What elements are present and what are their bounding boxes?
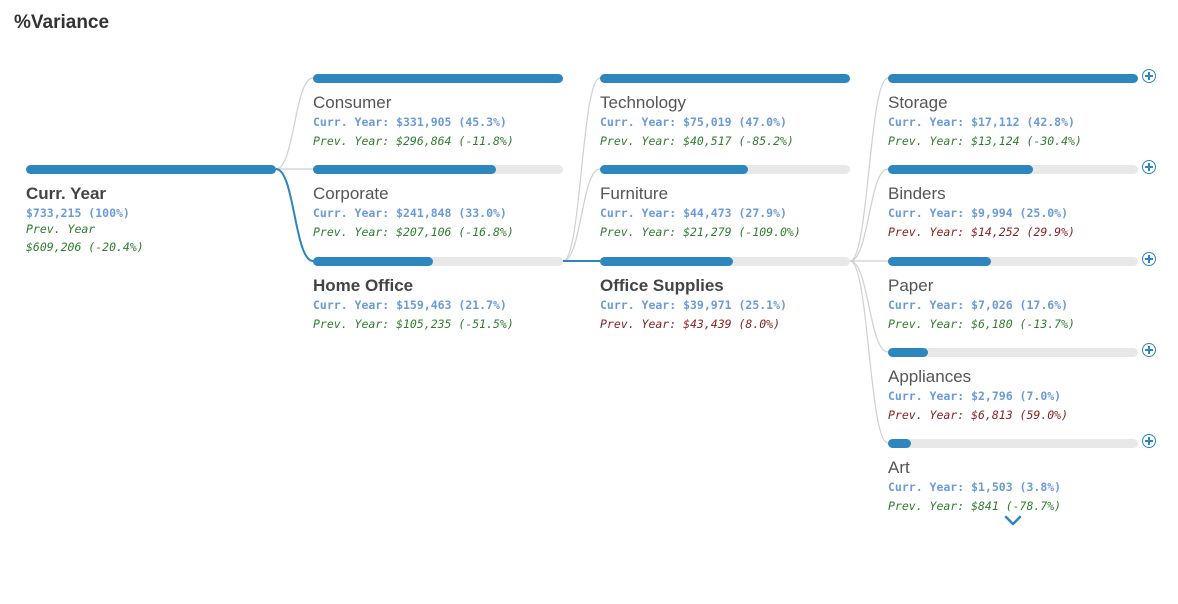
bar-track[interactable] bbox=[600, 74, 850, 83]
curr-value: Curr. Year: $2,796 (7.0%) bbox=[888, 389, 1062, 403]
tree-link bbox=[562, 168, 601, 262]
curr-value: Curr. Year: $9,994 (25.0%) bbox=[888, 206, 1069, 220]
node-subcategory-art[interactable]: Art Curr. Year: $1,503 (3.8%) Prev. Year: … bbox=[888, 434, 1156, 513]
bar-fill bbox=[600, 165, 748, 174]
bar-fill bbox=[600, 74, 850, 83]
curr-value: Curr. Year: $331,905 (45.3%) bbox=[313, 115, 507, 129]
node-subcategory-appliances[interactable]: Appliances Curr. Year: $2,796 (7.0%) Prev.… bbox=[888, 343, 1156, 422]
node-segment-consumer[interactable]: Consumer Curr. Year: $331,905 (45.3%) Prev… bbox=[313, 74, 563, 148]
node-category-furniture[interactable]: Furniture Curr. Year: $44,473 (27.9%) Prev… bbox=[600, 165, 850, 239]
node-segment-corporate[interactable]: Corporate Curr. Year: $241,848 (33.0%) Pre… bbox=[313, 165, 563, 239]
curr-value: Curr. Year: $44,473 (27.9%) bbox=[600, 206, 787, 220]
prev-value: Prev. Year: $6,813 (59.0%) bbox=[888, 408, 1069, 422]
bar-track[interactable] bbox=[888, 160, 1156, 174]
curr-value: Curr. Year: $7,026 (17.6%) bbox=[888, 298, 1069, 312]
bar-fill bbox=[313, 74, 563, 83]
bar-track[interactable] bbox=[313, 74, 563, 83]
bar-fill bbox=[888, 165, 1033, 174]
prev-value: Prev. Year: $40,517 (-85.2%) bbox=[600, 134, 794, 148]
bar-track[interactable] bbox=[313, 257, 563, 266]
bar-track[interactable] bbox=[26, 165, 276, 174]
prev-value: Prev. Year: $43,439 (8.0%) bbox=[600, 317, 781, 331]
curr-value: Curr. Year: $241,848 (33.0%) bbox=[313, 206, 507, 220]
tree-link bbox=[849, 77, 889, 262]
bar-fill bbox=[313, 257, 433, 266]
prev-value: Prev. Year: $21,279 (-109.0%) bbox=[600, 225, 801, 239]
prev-value: Prev. Year: $841 (-78.7%) bbox=[888, 499, 1062, 513]
bar-fill bbox=[888, 348, 928, 357]
node-label: Office Supplies bbox=[600, 276, 724, 295]
tree-link bbox=[849, 168, 889, 262]
bar-track[interactable] bbox=[888, 252, 1156, 266]
expand-plus-icon[interactable] bbox=[1142, 69, 1156, 83]
tree-link bbox=[562, 77, 601, 262]
tree-link bbox=[849, 260, 889, 353]
expand-plus-icon[interactable] bbox=[1142, 252, 1156, 266]
prev-value: Prev. Year: $6,180 (-13.7%) bbox=[888, 317, 1075, 331]
prev-value: Prev. Year: $296,864 (-11.8%) bbox=[313, 134, 514, 148]
node-subcategory-storage[interactable]: Storage Curr. Year: $17,112 (42.8%) Prev. … bbox=[888, 69, 1156, 148]
prev-value: $609,206 (-20.4%) bbox=[26, 240, 144, 254]
curr-value: Curr. Year: $75,019 (47.0%) bbox=[600, 115, 787, 129]
curr-value: Curr. Year: $39,971 (25.1%) bbox=[600, 298, 787, 312]
tree-link bbox=[275, 77, 314, 170]
active-link bbox=[275, 168, 314, 262]
bar-track[interactable] bbox=[313, 165, 563, 174]
prev-value: Prev. Year: $105,235 (-51.5%) bbox=[313, 317, 514, 331]
bar-fill bbox=[888, 74, 1138, 83]
expand-plus-icon[interactable] bbox=[1142, 434, 1156, 448]
bar-track[interactable] bbox=[600, 165, 850, 174]
node-subcategory-paper[interactable]: Paper Curr. Year: $7,026 (17.6%) Prev. Yea… bbox=[888, 252, 1156, 331]
node-subcategory-binders[interactable]: Binders Curr. Year: $9,994 (25.0%) Prev. Y… bbox=[888, 160, 1156, 239]
node-label: Furniture bbox=[600, 184, 669, 203]
bar-fill bbox=[313, 165, 496, 174]
bar-fill bbox=[888, 257, 991, 266]
node-curr-year[interactable]: Curr. Year $733,215 (100%) Prev. Year $609,… bbox=[26, 165, 276, 254]
node-label: Home Office bbox=[313, 276, 414, 295]
prev-value: Prev. Year: $13,124 (-30.4%) bbox=[888, 134, 1082, 148]
node-label: Consumer bbox=[313, 93, 392, 112]
node-segment-home-office[interactable]: Home Office Curr. Year: $159,463 (21.7%) P… bbox=[313, 257, 563, 331]
node-label: Appliances bbox=[888, 367, 972, 386]
node-label: Binders bbox=[888, 184, 946, 203]
page-title: %Variance bbox=[14, 12, 110, 33]
prev-value: Prev. Year: $14,252 (29.9%) bbox=[888, 225, 1075, 239]
node-label: Curr. Year bbox=[26, 184, 107, 203]
curr-value: Curr. Year: $159,463 (21.7%) bbox=[313, 298, 507, 312]
bar-fill bbox=[26, 165, 276, 174]
chevron-down-icon[interactable] bbox=[1004, 512, 1022, 530]
bar-track[interactable] bbox=[888, 69, 1156, 83]
expand-plus-icon[interactable] bbox=[1142, 343, 1156, 357]
bar-fill bbox=[600, 257, 733, 266]
bar-track[interactable] bbox=[600, 257, 850, 266]
prev-label: Prev. Year bbox=[26, 222, 96, 236]
node-category-office-supplies[interactable]: Office Supplies Curr. Year: $39,971 (25.1… bbox=[600, 257, 850, 331]
tree-link bbox=[849, 260, 889, 444]
node-label: Corporate bbox=[313, 184, 389, 203]
curr-value: $733,215 (100%) bbox=[26, 206, 130, 220]
bar-track[interactable] bbox=[888, 343, 1156, 357]
expand-plus-icon[interactable] bbox=[1142, 160, 1156, 174]
prev-value: Prev. Year: $207,106 (-16.8%) bbox=[313, 225, 514, 239]
node-label: Art bbox=[888, 458, 910, 477]
node-category-technology[interactable]: Technology Curr. Year: $75,019 (47.0%) Pre… bbox=[600, 74, 850, 148]
bar-fill bbox=[888, 439, 911, 448]
curr-value: Curr. Year: $1,503 (3.8%) bbox=[888, 480, 1062, 494]
node-label: Technology bbox=[600, 93, 687, 112]
node-label: Paper bbox=[888, 276, 934, 295]
bar-track[interactable] bbox=[888, 434, 1156, 448]
curr-value: Curr. Year: $17,112 (42.8%) bbox=[888, 115, 1075, 129]
node-label: Storage bbox=[888, 93, 948, 112]
